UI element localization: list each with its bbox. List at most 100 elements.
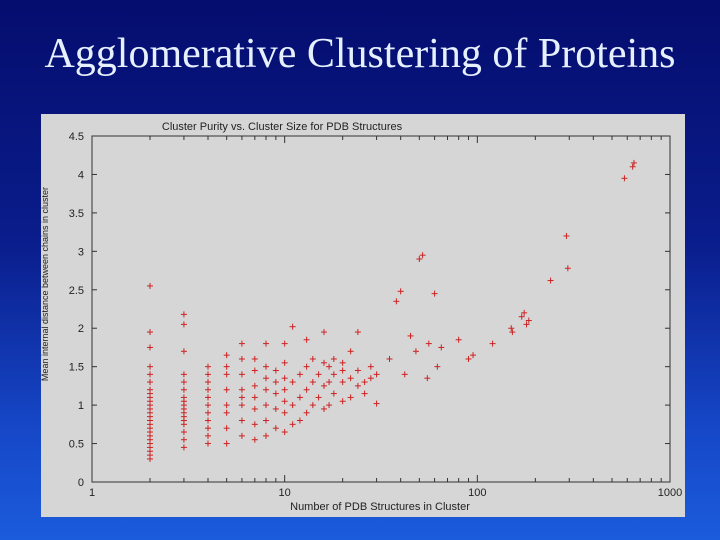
data-point (146, 379, 153, 386)
data-point (238, 340, 245, 347)
data-point (223, 409, 230, 416)
data-point (320, 382, 327, 389)
data-point (281, 398, 288, 405)
data-point (251, 382, 258, 389)
data-point (320, 405, 327, 412)
data-point (204, 386, 211, 393)
data-point (434, 363, 441, 370)
data-point (326, 363, 333, 370)
data-point (425, 340, 432, 347)
data-point (223, 402, 230, 409)
data-point (281, 386, 288, 393)
data-point (326, 379, 333, 386)
axis-ticks: 0 0.5 1 1.5 2 2.5 3 3.5 4 4.5 1 10 100 1000 (69, 131, 683, 499)
data-point (251, 355, 258, 362)
data-point (262, 340, 269, 347)
y-tick-label: 0.5 (69, 439, 84, 451)
data-point (296, 371, 303, 378)
data-point (412, 348, 419, 355)
data-point (146, 371, 153, 378)
y-tick-label: 0 (78, 477, 84, 489)
y-tick-label: 4 (78, 169, 84, 181)
data-point (238, 402, 245, 409)
data-point (354, 367, 361, 374)
data-point (330, 355, 337, 362)
data-point (424, 375, 431, 382)
data-point (347, 394, 354, 401)
data-point (204, 432, 211, 439)
data-point (238, 417, 245, 424)
data-point (347, 375, 354, 382)
data-point (262, 386, 269, 393)
data-point (289, 379, 296, 386)
plot-frame (91, 135, 671, 483)
data-point (393, 298, 400, 305)
data-point (416, 256, 423, 263)
data-point (465, 355, 472, 362)
data-point (361, 390, 368, 397)
scatter-chart: Cluster Purity vs. Cluster Size for PDB … (41, 121, 683, 513)
data-point (326, 402, 333, 409)
data-point (339, 367, 346, 374)
data-point (547, 277, 554, 284)
data-point (330, 371, 337, 378)
data-point (401, 371, 408, 378)
data-point (272, 425, 279, 432)
data-point (180, 429, 187, 436)
data-point (272, 367, 279, 374)
data-points (146, 159, 637, 462)
chart-title: Cluster Purity vs. Cluster Size for PDB … (162, 121, 403, 133)
data-point (455, 336, 462, 343)
data-point (281, 429, 288, 436)
data-point (180, 321, 187, 328)
data-point (223, 440, 230, 447)
x-tick-label: 100 (468, 487, 486, 499)
data-point (180, 348, 187, 355)
y-tick-label: 1 (78, 400, 84, 412)
data-point (251, 421, 258, 428)
chart-panel: Cluster Purity vs. Cluster Size for PDB … (41, 114, 685, 517)
data-point (525, 317, 532, 324)
data-point (309, 379, 316, 386)
data-point (204, 409, 211, 416)
data-point (180, 371, 187, 378)
data-point (238, 432, 245, 439)
y-axis-label: Mean internal distance between chains in… (41, 187, 50, 381)
data-point (397, 288, 404, 295)
data-point (339, 398, 346, 405)
data-point (204, 371, 211, 378)
data-point (320, 359, 327, 366)
data-point (407, 332, 414, 339)
data-point (180, 311, 187, 318)
data-point (367, 363, 374, 370)
data-point (262, 432, 269, 439)
data-point (281, 359, 288, 366)
data-point (303, 336, 310, 343)
data-point (223, 352, 230, 359)
x-tick-label: 1000 (658, 487, 682, 499)
data-point (146, 386, 153, 393)
data-point (180, 444, 187, 451)
data-point (315, 371, 322, 378)
data-point (289, 323, 296, 330)
data-point (509, 329, 516, 336)
data-point (146, 282, 153, 289)
data-point (330, 390, 337, 397)
data-point (238, 394, 245, 401)
data-point (204, 394, 211, 401)
y-tick-label: 2 (78, 323, 84, 335)
data-point (204, 402, 211, 409)
data-point (223, 363, 230, 370)
data-point (521, 309, 528, 316)
data-point (262, 363, 269, 370)
data-point (272, 379, 279, 386)
data-point (296, 417, 303, 424)
data-point (251, 405, 258, 412)
data-point (564, 265, 571, 272)
data-point (146, 329, 153, 336)
data-point (419, 252, 426, 259)
y-tick-label: 1.5 (69, 362, 84, 374)
data-point (289, 402, 296, 409)
data-point (508, 325, 515, 332)
data-point (315, 394, 322, 401)
